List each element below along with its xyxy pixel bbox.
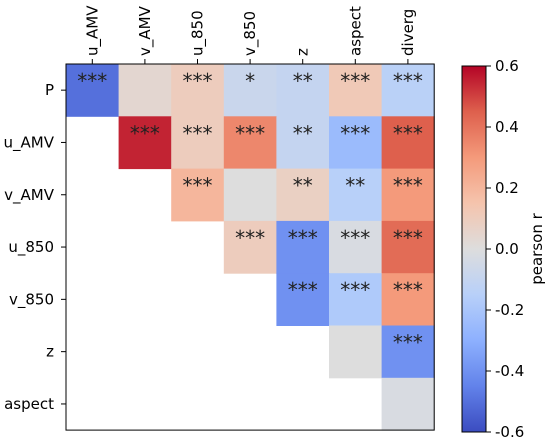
significance-label: *** (340, 226, 370, 250)
colorbar-tick-label: 0.4 (495, 118, 519, 136)
heatmap-cell (171, 168, 225, 222)
colorbar-tick-label: -0.2 (495, 301, 524, 319)
colorbar-tick-label: -0.4 (495, 362, 524, 380)
x-tick-label: v_850 (241, 11, 260, 56)
significance-label: ** (345, 174, 365, 198)
significance-label: *** (130, 121, 160, 145)
significance-label: *** (340, 278, 370, 302)
colorbar-label: pearson r (528, 212, 546, 284)
colorbar-ticks: 0.6 0.4 0.2 0.0 -0.2 -0.4 -0.6 (486, 57, 524, 441)
heatmap-cell (329, 116, 383, 170)
heatmap-cell (276, 64, 330, 117)
heatmap-cell (276, 273, 330, 326)
colorbar-tick-label: -0.6 (495, 423, 524, 441)
heatmap-cell (381, 273, 435, 326)
colorbar (461, 65, 487, 433)
y-tick-label: u_AMV (4, 133, 55, 152)
y-tick-label: v_850 (9, 290, 54, 309)
significance-label: *** (393, 278, 423, 302)
colorbar-tick-label: 0.0 (495, 240, 519, 258)
significance-label: *** (183, 174, 213, 198)
y-tick-label: u_850 (8, 238, 54, 257)
heatmap-cell (276, 220, 330, 274)
significance-labels: *** *** * ** *** ****** *** *** ** *** ****** ** ** *… (77, 69, 423, 355)
heatmap-cell (329, 220, 383, 274)
x-tick-label: u_AMV (83, 5, 102, 56)
x-tick-label: z (294, 48, 312, 56)
significance-label: *** (235, 121, 265, 145)
heatmap-cell (381, 220, 435, 274)
significance-label: ** (293, 174, 313, 198)
significance-label: * (245, 69, 255, 93)
x-tick-label: diverg (399, 9, 417, 56)
colorbar-tick-label: 0.2 (495, 179, 519, 197)
heatmap-cell (118, 116, 172, 170)
significance-label: *** (393, 331, 423, 355)
significance-label: *** (393, 174, 423, 198)
heatmap-cell (381, 168, 435, 222)
heatmap-cell (329, 168, 383, 222)
heatmap-cell (329, 64, 383, 117)
significance-label: *** (288, 226, 318, 250)
heatmap-cell (66, 64, 120, 117)
heatmap-cell (171, 116, 225, 170)
colorbar-tick-label: 0.6 (495, 57, 519, 75)
y-tick-label: P (45, 81, 54, 99)
x-tick-label: aspect (346, 6, 364, 56)
heatmap-cell (118, 64, 172, 117)
heatmap-cell (381, 116, 435, 170)
significance-label: *** (288, 278, 318, 302)
heatmap-cell (223, 168, 277, 222)
significance-label: ** (293, 121, 313, 145)
significance-label: ** (293, 69, 313, 93)
heatmap-cell (223, 116, 277, 170)
x-tick-label: u_850 (189, 10, 208, 56)
significance-label: *** (183, 69, 213, 93)
x-tick-label: v_AMV (136, 5, 155, 56)
significance-label: *** (393, 121, 423, 145)
significance-label: *** (393, 69, 423, 93)
significance-label: *** (77, 69, 107, 93)
significance-label: *** (393, 226, 423, 250)
heatmap-cell (223, 64, 277, 117)
heatmap-cell (329, 325, 383, 379)
heatmap-cell (329, 273, 383, 326)
significance-label: *** (340, 121, 370, 145)
heatmap-cell (171, 64, 225, 117)
heatmap-cell (276, 168, 330, 222)
significance-label: *** (340, 69, 370, 93)
y-tick-label: v_AMV (4, 186, 55, 205)
significance-label: *** (235, 226, 265, 250)
heatmap-cell (381, 377, 435, 431)
heatmap-cell (223, 220, 277, 274)
heatmap-cell (381, 325, 435, 379)
significance-label: *** (183, 121, 213, 145)
y-tick-label: aspect (4, 395, 54, 413)
y-tick-label: z (46, 343, 54, 361)
heatmap-cells (66, 64, 435, 431)
heatmap-cell (276, 116, 330, 170)
heatmap-cell (381, 64, 435, 117)
